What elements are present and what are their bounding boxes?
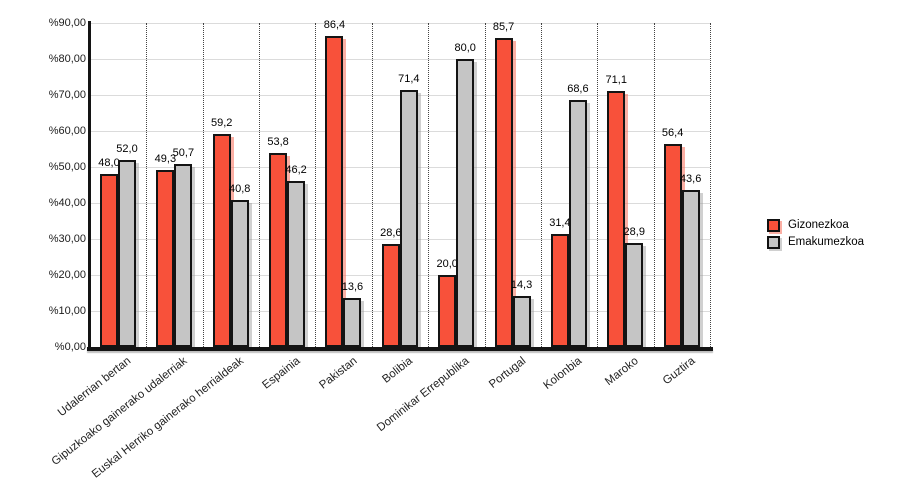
bar-emakumezkoa-1 xyxy=(174,164,193,347)
bar-value-label: 43,6 xyxy=(679,173,702,186)
bar-emakumezkoa-9 xyxy=(625,242,644,347)
legend-label-emakumezkoa: Emakumezkoa xyxy=(788,236,865,248)
bar-value-label: 71,4 xyxy=(398,72,420,85)
bar-value-label: 31,4 xyxy=(549,216,571,229)
gizonezkoa-swatch-icon xyxy=(767,219,780,232)
bar-emakumezkoa-8 xyxy=(568,100,587,347)
bar-value-label: 86,4 xyxy=(323,18,346,31)
bar-value-label: 52,0 xyxy=(116,142,138,155)
bar-value-label: 71,1 xyxy=(605,74,627,87)
bar-gizonezkoa-7 xyxy=(494,38,513,347)
bar-value-label: 56,4 xyxy=(661,126,684,139)
bar-gizonezkoa-9 xyxy=(607,91,626,347)
x-tick-label-5: Bolibia xyxy=(380,355,416,386)
bar-value-label: 85,7 xyxy=(492,21,515,34)
category-separator xyxy=(710,23,711,347)
x-tick-label-6: Dominikar Errepublika xyxy=(375,355,472,435)
category-separator xyxy=(371,23,373,347)
bar-gizonezkoa-0 xyxy=(100,174,118,347)
bar-emakumezkoa-2 xyxy=(230,200,249,347)
y-tick-label: %20,00 xyxy=(48,269,86,281)
bar-value-label: 68,6 xyxy=(567,83,589,96)
emakumezkoa-swatch-icon xyxy=(767,236,780,249)
legend-item-gizonezkoa: Gizonezkoa xyxy=(767,219,864,232)
x-tick-label-8: Kolonbia xyxy=(541,355,585,393)
bar-emakumezkoa-10 xyxy=(681,190,700,347)
bar-value-label: 13,6 xyxy=(341,281,364,294)
bar-value-label: 40,8 xyxy=(229,183,251,196)
x-axis-line xyxy=(87,347,713,351)
y-axis-line xyxy=(88,21,91,351)
bar-value-label: 14,3 xyxy=(510,278,533,291)
gridline xyxy=(90,23,710,24)
x-tick-label-9: Maroko xyxy=(603,355,641,389)
y-tick-label: %30,00 xyxy=(48,233,86,245)
gridline xyxy=(90,59,710,60)
bar-gizonezkoa-3 xyxy=(269,153,288,347)
bar-emakumezkoa-7 xyxy=(512,295,531,347)
category-separator xyxy=(597,23,599,347)
legend-item-emakumezkoa: Emakumezkoa xyxy=(767,236,864,249)
y-tick-label: %90,00 xyxy=(48,17,86,29)
bar-value-label: 49,3 xyxy=(154,152,177,165)
legend: Gizonezkoa Emakumezkoa xyxy=(767,219,864,253)
y-tick-label: %0,00 xyxy=(54,341,86,353)
x-tick-label-7: Portugal xyxy=(486,355,529,391)
category-separator xyxy=(484,23,486,347)
y-tick-label: %40,00 xyxy=(48,197,86,209)
bar-gizonezkoa-1 xyxy=(156,169,175,347)
legend-label-gizonezkoa: Gizonezkoa xyxy=(788,219,849,231)
category-separator xyxy=(428,23,430,347)
bar-emakumezkoa-6 xyxy=(456,59,475,347)
x-tick-label-10: Guztira xyxy=(660,355,698,388)
category-separator xyxy=(540,23,542,347)
x-tick-label-4: Pakistan xyxy=(316,355,360,392)
bar-value-label: 20,0 xyxy=(436,258,458,270)
bar-gizonezkoa-10 xyxy=(663,143,682,347)
bar-value-label: 28,6 xyxy=(380,227,402,240)
bar-gizonezkoa-4 xyxy=(325,35,344,347)
bar-gizonezkoa-6 xyxy=(438,275,457,347)
bar-emakumezkoa-4 xyxy=(343,298,362,347)
bar-value-label: 53,8 xyxy=(267,136,289,149)
bar-value-label: 59,2 xyxy=(211,116,233,129)
bar-value-label: 48,0 xyxy=(98,157,120,170)
category-separator xyxy=(259,23,261,347)
y-tick-label: %80,00 xyxy=(48,53,86,65)
bar-gizonezkoa-8 xyxy=(550,233,569,347)
bar-value-label: 80,0 xyxy=(454,42,476,54)
y-tick-label: %50,00 xyxy=(48,161,86,173)
category-separator xyxy=(653,23,655,347)
x-tick-label-3: Espainia xyxy=(260,355,303,392)
category-separator xyxy=(146,23,148,347)
category-separator xyxy=(315,23,317,347)
bar-gizonezkoa-2 xyxy=(212,133,231,347)
bar-value-label: 28,9 xyxy=(623,225,645,238)
y-tick-label: %10,00 xyxy=(48,305,86,317)
y-tick-label: %60,00 xyxy=(48,125,86,137)
bar-emakumezkoa-0 xyxy=(118,159,136,347)
bar-gizonezkoa-5 xyxy=(381,244,400,347)
bar-emakumezkoa-5 xyxy=(399,89,418,347)
bar-value-label: 46,2 xyxy=(285,163,307,176)
category-separator xyxy=(202,23,204,347)
bar-value-label: 50,7 xyxy=(172,147,195,160)
y-tick-label: %70,00 xyxy=(48,89,86,101)
bar-emakumezkoa-3 xyxy=(287,180,306,347)
